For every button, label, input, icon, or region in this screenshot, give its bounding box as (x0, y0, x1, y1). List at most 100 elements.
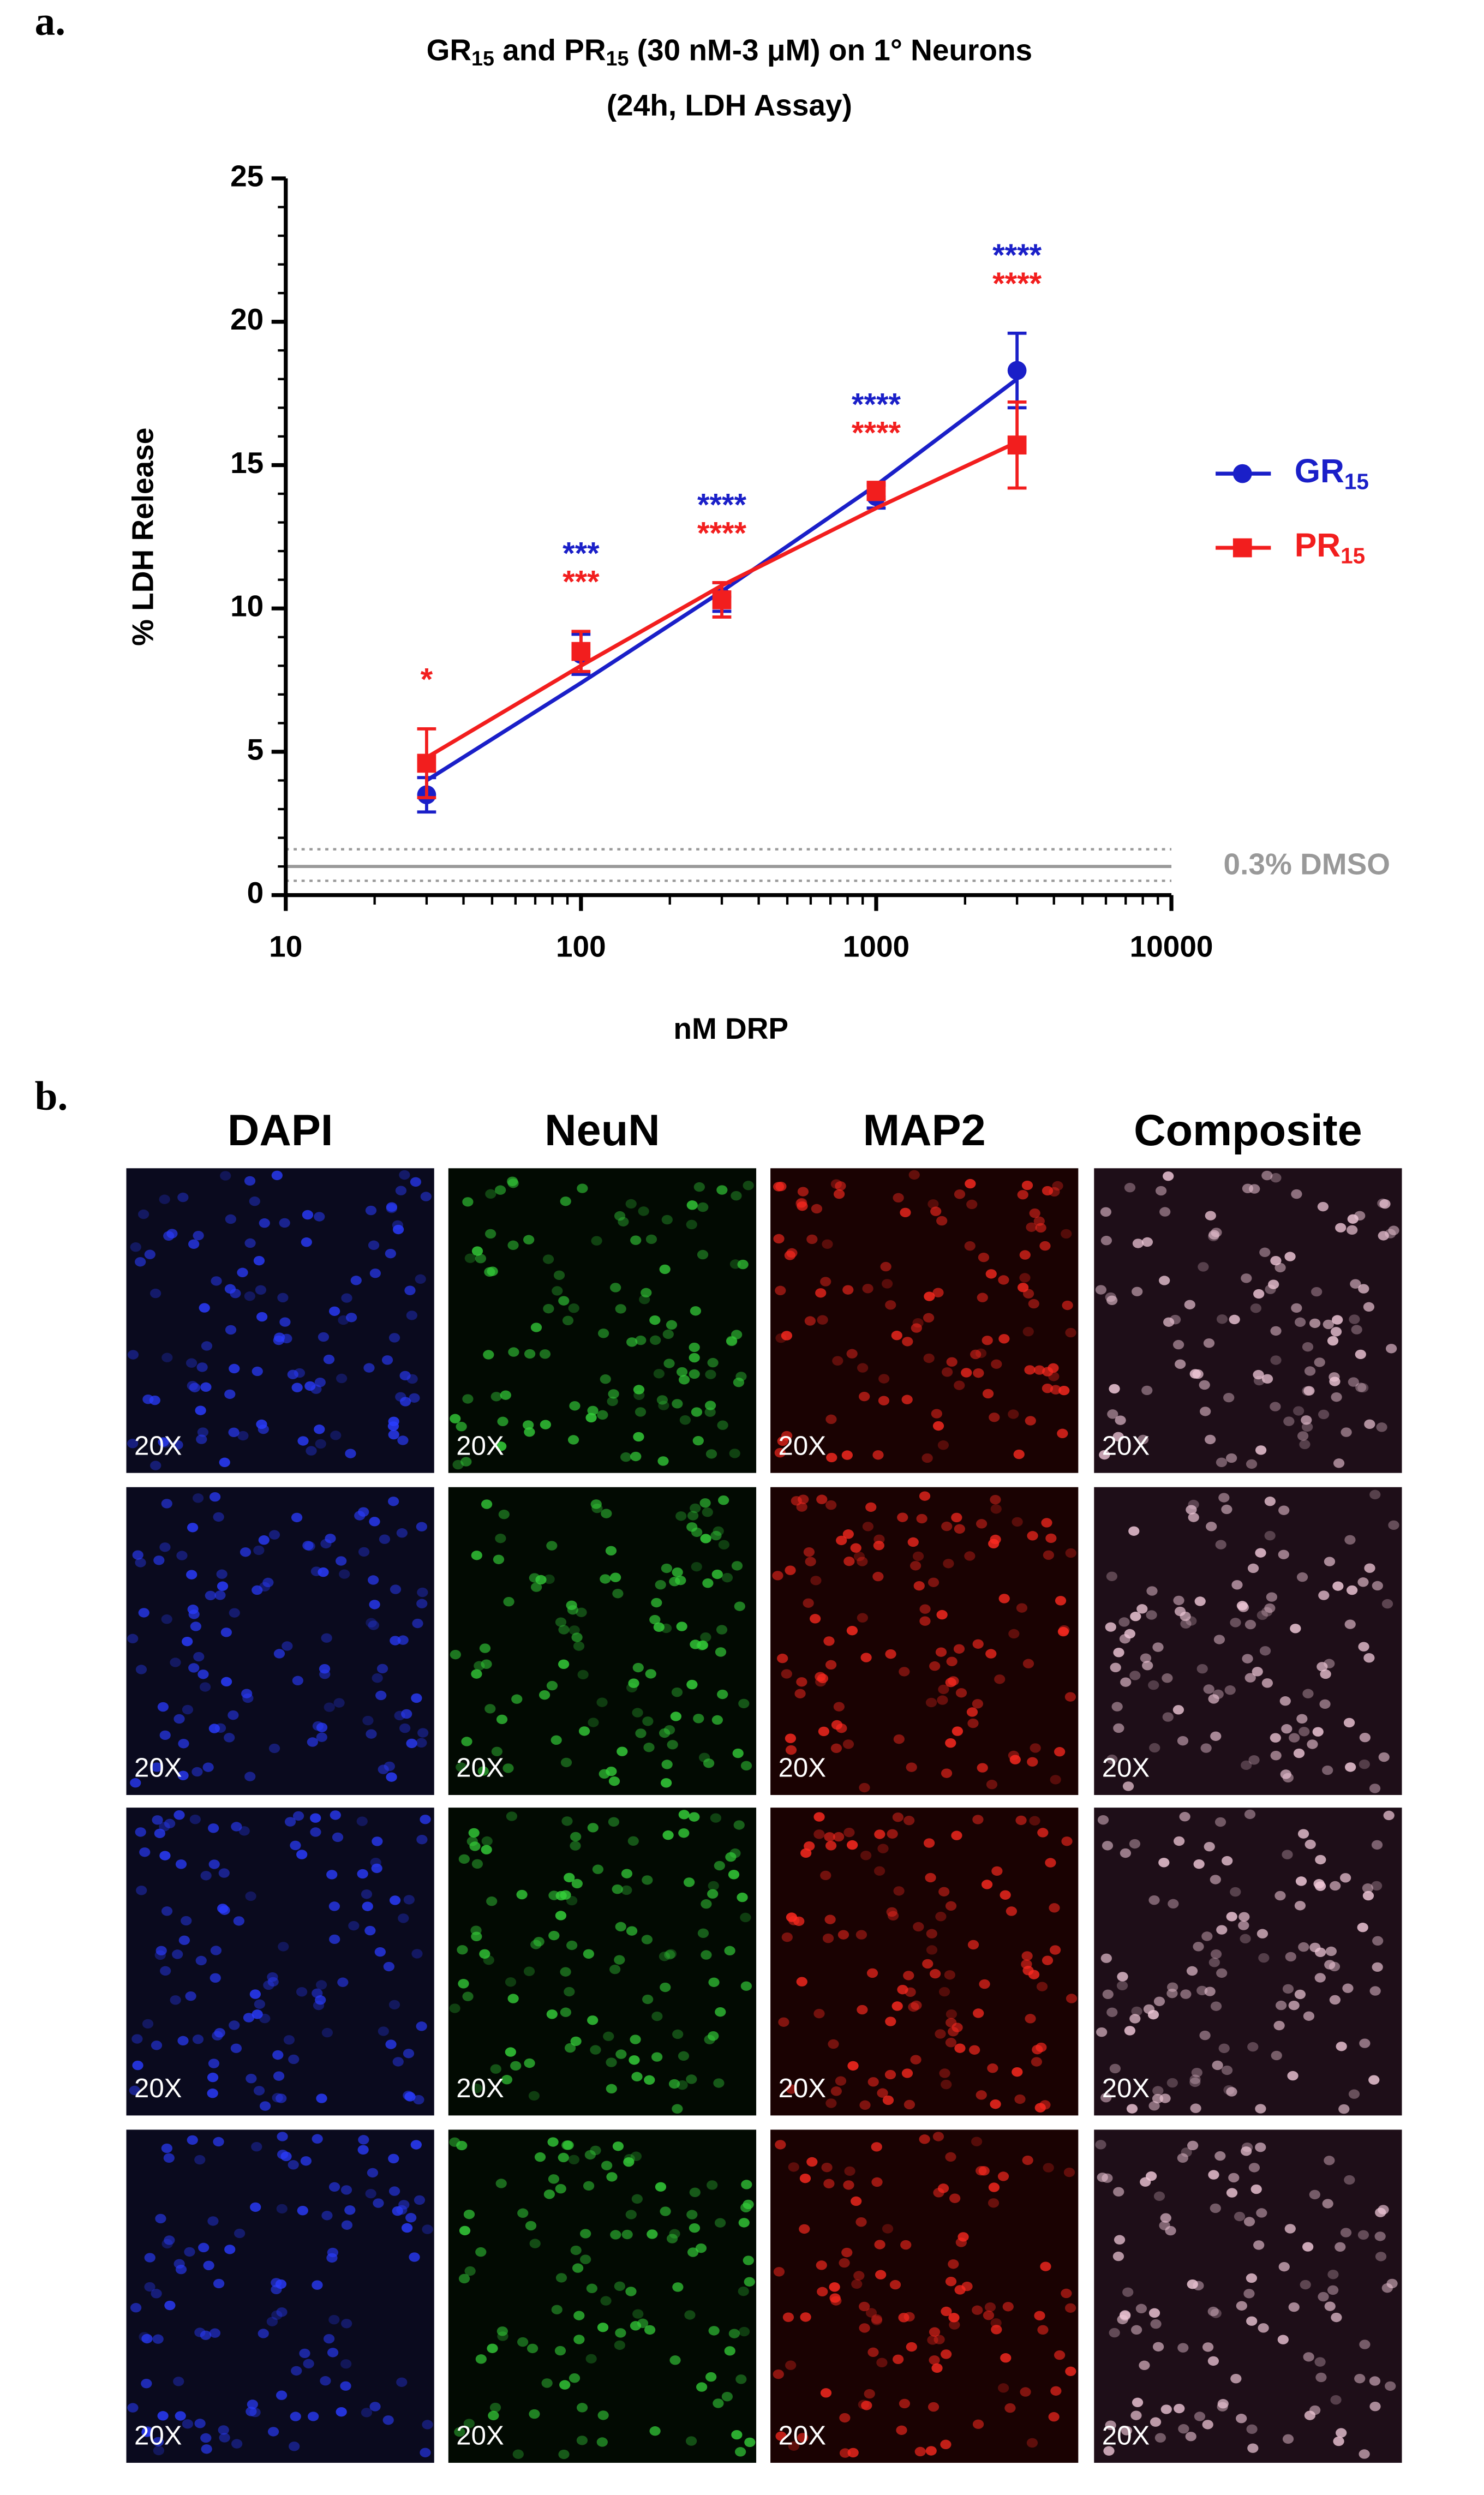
cell (908, 2002, 919, 2012)
cell (316, 2093, 327, 2103)
cell (394, 1710, 405, 1721)
cell (151, 1762, 163, 1772)
cell (615, 2049, 627, 2059)
cell (1362, 1883, 1374, 1893)
cell (229, 2020, 240, 2030)
cell (1315, 1854, 1326, 1865)
cell (1109, 2328, 1120, 2338)
cell (155, 2213, 166, 2224)
cell (800, 2312, 811, 2322)
cell (350, 1276, 362, 1285)
cell (508, 1347, 519, 1357)
cell (1386, 1344, 1397, 1354)
cell (246, 2073, 257, 2084)
cell (669, 2229, 680, 2239)
cell (951, 1830, 962, 1840)
cell (632, 2309, 644, 2319)
cell (939, 2068, 950, 2078)
cell (1122, 2287, 1134, 2297)
cell (251, 2142, 262, 2152)
cell (555, 1911, 567, 1920)
cell (839, 2448, 851, 2458)
cell (399, 1397, 411, 1407)
cell (348, 1920, 360, 1931)
cell (417, 1728, 429, 1738)
cell (211, 1276, 222, 1286)
cell (459, 2225, 471, 2236)
magnification: 20X (1102, 1753, 1150, 1783)
cell (1210, 2308, 1222, 2318)
cell (633, 1385, 645, 1395)
cell (277, 2132, 288, 2141)
cell (1236, 2301, 1247, 2311)
cell (460, 1457, 472, 1467)
cell (468, 1828, 480, 1838)
cell (1048, 1372, 1060, 1381)
cell (820, 2388, 832, 2398)
cell (606, 2172, 618, 2182)
cell (610, 1283, 621, 1293)
cell (953, 1644, 965, 1654)
cell (385, 2039, 397, 2049)
cell (820, 1870, 831, 1881)
cell (1348, 1377, 1359, 1387)
cell (289, 2442, 300, 2451)
cell (530, 1582, 542, 1592)
cell (737, 1259, 749, 1270)
cell (1113, 1723, 1124, 1733)
cell (1026, 2438, 1038, 2448)
cell (1270, 1355, 1282, 1365)
cell (1202, 2420, 1213, 2430)
significance: *** (563, 565, 600, 600)
cell (296, 1850, 308, 1859)
cell (1131, 2006, 1142, 2017)
cell (1354, 2373, 1366, 2384)
cell (873, 1866, 885, 1876)
cell (273, 2071, 285, 2081)
cell (159, 1822, 170, 1832)
cell (181, 1916, 192, 1926)
cell (188, 1663, 200, 1673)
cell (799, 2224, 810, 2234)
cell (813, 1829, 825, 1839)
cell (1330, 1881, 1341, 1891)
cell (1204, 1842, 1215, 1852)
cell (991, 2325, 1002, 2335)
cell (323, 1354, 335, 1365)
cell (1129, 2014, 1141, 2024)
cell (691, 1561, 702, 1572)
cell (389, 1895, 401, 1905)
cell (414, 2195, 426, 2205)
cell (416, 1599, 428, 1608)
cell (1278, 2261, 1290, 2272)
cell (585, 2354, 597, 2364)
cell (457, 1945, 468, 1955)
cell (1329, 1995, 1341, 2005)
cell (546, 2009, 558, 2019)
cell (724, 2346, 735, 2356)
cell (1241, 1273, 1252, 1283)
cell (701, 1950, 712, 1960)
cell (927, 1577, 940, 1587)
cell (533, 1937, 544, 1947)
cell (662, 1329, 674, 1339)
cell (1304, 1366, 1316, 1376)
cell (152, 2437, 164, 2447)
cell (276, 2307, 288, 2317)
cell (600, 1574, 611, 1584)
cell (715, 1647, 727, 1657)
legend-subscript: 15 (1341, 543, 1365, 568)
cell (184, 2247, 195, 2257)
cell (1287, 2071, 1298, 2081)
cell (268, 1530, 280, 1540)
cell (672, 2104, 683, 2114)
cell (658, 1401, 669, 1410)
cell (366, 1618, 377, 1628)
cell (481, 1836, 493, 1846)
cell (208, 1859, 220, 1869)
cell (702, 1578, 714, 1588)
cell (1289, 1733, 1300, 1743)
cell (903, 1971, 914, 1981)
cell (608, 1817, 620, 1827)
cell (144, 2253, 155, 2263)
